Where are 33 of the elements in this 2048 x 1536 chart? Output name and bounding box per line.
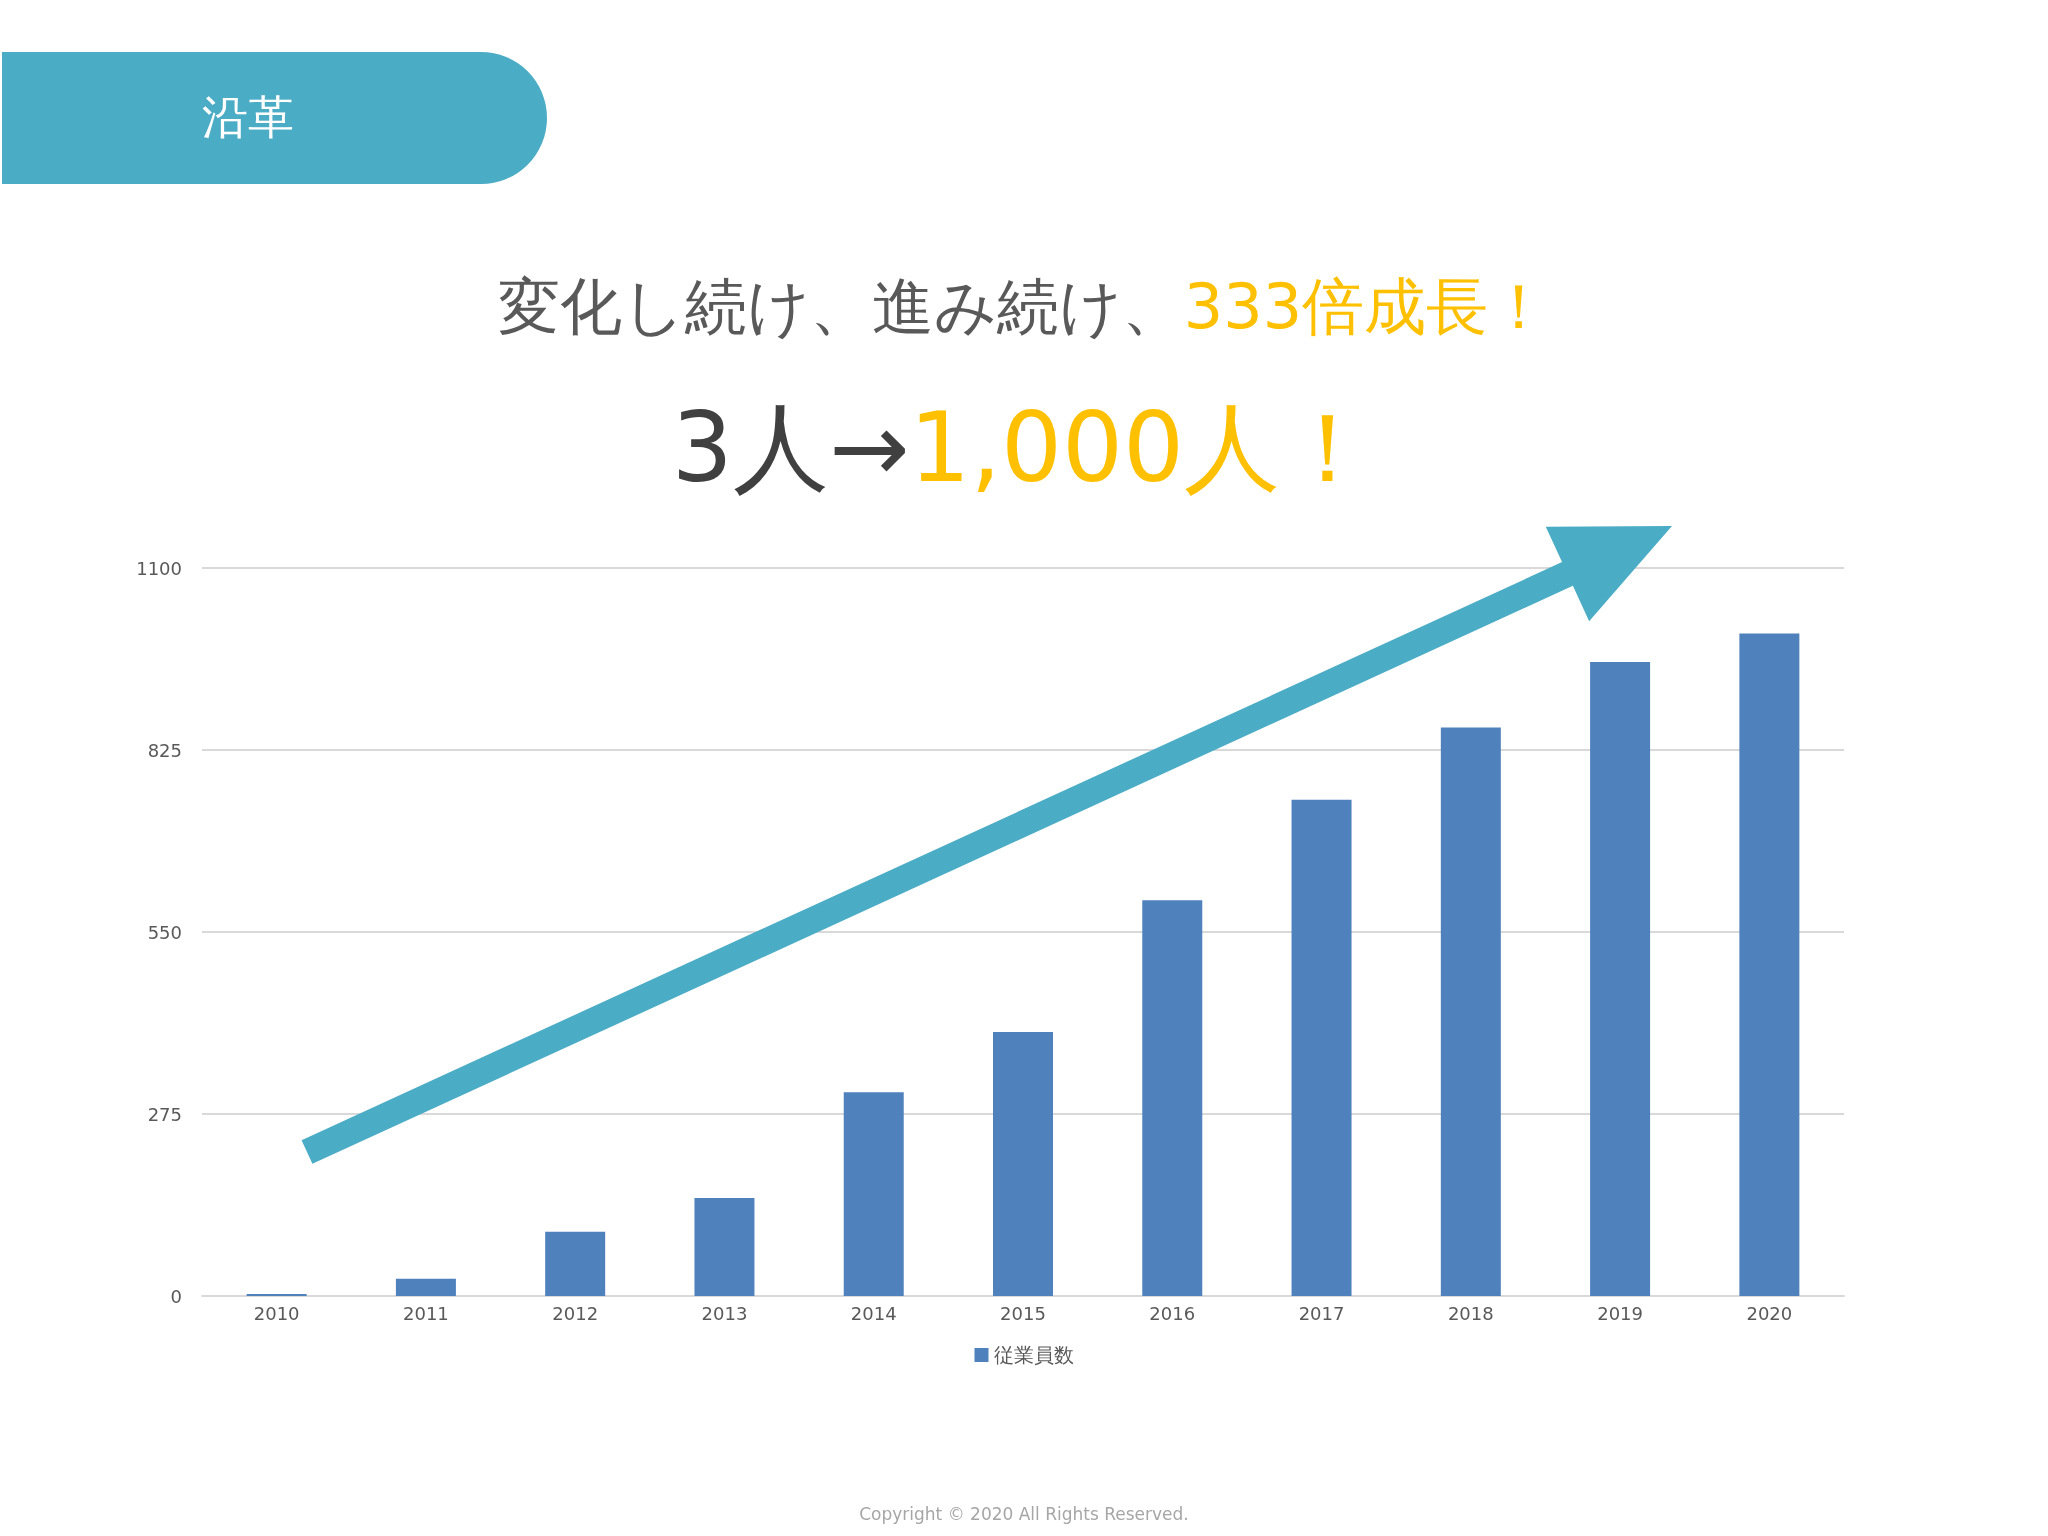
x-tick-label: 2014 <box>850 1302 897 1324</box>
bar <box>545 1231 606 1296</box>
text: 1,000人！ <box>909 392 1377 504</box>
bar <box>694 1198 755 1296</box>
bar <box>843 1092 904 1296</box>
x-tick-label: 2011 <box>403 1302 449 1324</box>
legend-label: 従業員数 <box>993 1343 1074 1367</box>
x-tick-label: 2012 <box>552 1302 599 1324</box>
x-tick-label: 2020 <box>1746 1302 1793 1324</box>
x-tick-label: 2019 <box>1597 1302 1643 1324</box>
y-tick-label: 550 <box>147 921 182 943</box>
y-tick-label: 1100 <box>136 557 182 579</box>
chart-title: 沿革 <box>202 89 294 146</box>
x-tick-label: 2013 <box>701 1302 748 1324</box>
bar <box>1291 799 1352 1296</box>
bar <box>1739 633 1800 1296</box>
x-tick-label: 2010 <box>253 1302 300 1324</box>
x-tick-label: 2015 <box>1000 1302 1046 1324</box>
bar <box>1590 661 1651 1296</box>
bar <box>1440 727 1501 1296</box>
y-tick-label: 825 <box>147 739 182 761</box>
text: 3人→ <box>671 392 910 504</box>
y-tick-label: 275 <box>147 1103 182 1125</box>
x-tick-label: 2017 <box>1298 1302 1345 1324</box>
text: Copyright © 2020 All Rights Reserved. <box>858 1504 1190 1524</box>
bar <box>1142 900 1203 1296</box>
bar <box>395 1278 456 1296</box>
x-tick-label: 2018 <box>1447 1302 1494 1324</box>
y-tick-label: 0 <box>170 1285 182 1307</box>
text: 333倍成長！ <box>1183 270 1551 343</box>
bar <box>993 1031 1053 1296</box>
x-tick-label: 2016 <box>1149 1302 1196 1324</box>
text: 変化し続け、進み続け、 <box>497 270 1184 343</box>
